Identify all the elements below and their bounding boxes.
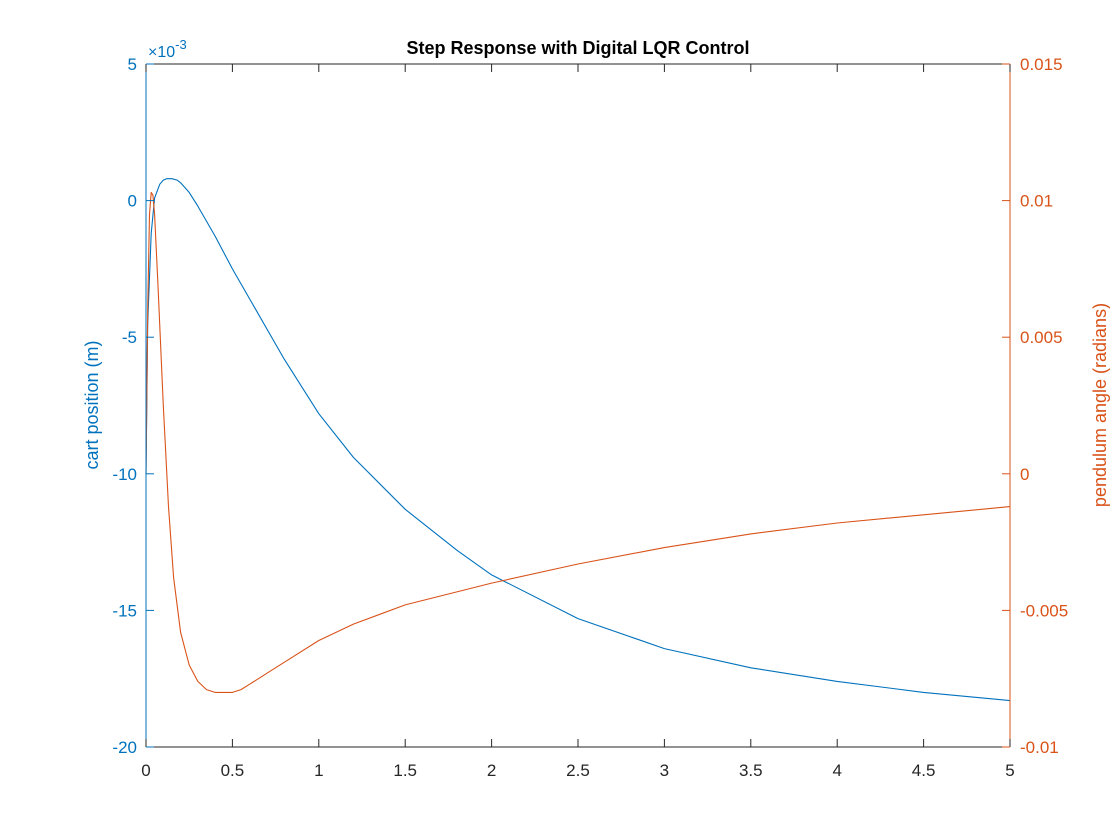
x-tick-label: 4.5 <box>912 761 936 780</box>
exponent-power: -3 <box>175 37 187 52</box>
left-y-tick-label: -15 <box>112 601 137 620</box>
cart-position-line <box>145 178 1011 702</box>
axes-layer: 0 0.5 1 1.5 2 2.5 3 3.5 4 4.5 5 -20 -15 -10 -5 0 5 -0.01 -… <box>112 55 1068 780</box>
left-axis-label: cart position (m) <box>82 340 102 469</box>
left-y-tick-label: -10 <box>112 465 137 484</box>
left-y-tick-label: 5 <box>128 55 137 74</box>
series-layer <box>145 178 1011 702</box>
x-tick-label: 1 <box>314 761 323 780</box>
exponent-base: ×10 <box>148 44 175 61</box>
right-y-tick-label: 0.01 <box>1020 192 1053 211</box>
right-y-tick-label: 0 <box>1020 465 1029 484</box>
x-tick-label: 2 <box>487 761 496 780</box>
left-y-tick-label: -5 <box>122 328 137 347</box>
right-y-tick-label: -0.01 <box>1020 738 1059 757</box>
right-axis-label: pendulum angle (radians) <box>1090 303 1110 507</box>
x-tick-label: 1.5 <box>393 761 417 780</box>
x-tick-label: 0 <box>141 761 150 780</box>
right-y-tick-label: 0.015 <box>1020 55 1063 74</box>
chart-title: Step Response with Digital LQR Control <box>406 38 749 58</box>
left-y-tick-label: 0 <box>128 192 137 211</box>
plot-background <box>146 64 1010 747</box>
x-tick-label: 3.5 <box>739 761 763 780</box>
left-y-tick-label: -20 <box>112 738 137 757</box>
x-tick-label: 5 <box>1005 761 1014 780</box>
x-tick-label: 2.5 <box>566 761 590 780</box>
right-y-tick-label: 0.005 <box>1020 328 1063 347</box>
left-axis-exponent: ×10-3 <box>148 37 187 61</box>
pendulum-angle-line <box>145 191 1011 693</box>
x-tick-label: 3 <box>660 761 669 780</box>
right-y-tick-label: -0.005 <box>1020 601 1068 620</box>
x-tick-label: 0.5 <box>221 761 245 780</box>
x-tick-label: 4 <box>832 761 841 780</box>
